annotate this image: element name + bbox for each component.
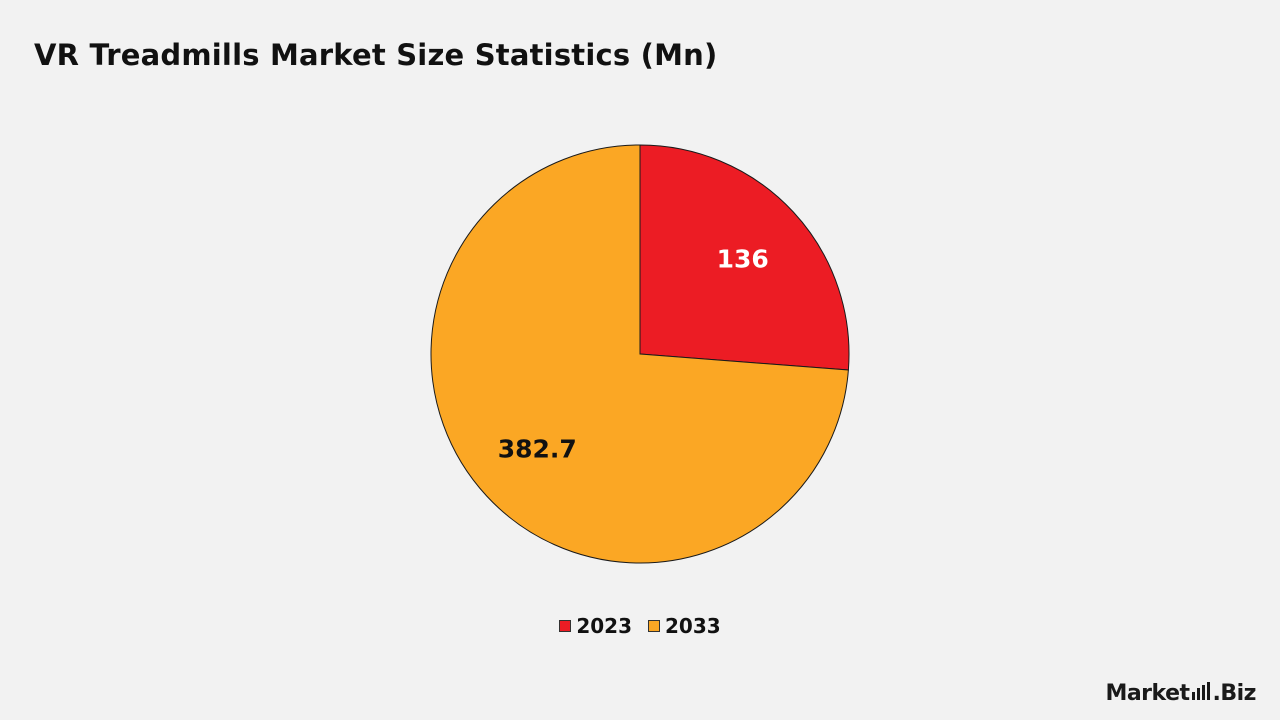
legend-swatch-2023: [559, 620, 572, 632]
logo-text-biz: .Biz: [1212, 681, 1257, 706]
chart-title: VR Treadmills Market Size Statistics (Mn…: [34, 38, 718, 72]
data-label-2033: 382.7: [498, 435, 577, 464]
logo-text-market: Market: [1105, 681, 1190, 706]
legend-label-2023: 2023: [576, 614, 632, 638]
pie-slice-2023: [639, 144, 850, 371]
logo-bars-icon: [1191, 682, 1210, 700]
data-label-2023: 136: [717, 244, 769, 273]
marketbiz-logo: Market .Biz: [1105, 681, 1256, 706]
chart-legend: 2023 2033: [0, 614, 1280, 638]
pie-slice-2033: [430, 144, 849, 564]
legend-item-2033: 2033: [648, 614, 721, 638]
legend-swatch-2033: [648, 620, 660, 632]
legend-label-2033: 2033: [665, 614, 721, 638]
legend-item-2023: 2023: [559, 614, 632, 638]
